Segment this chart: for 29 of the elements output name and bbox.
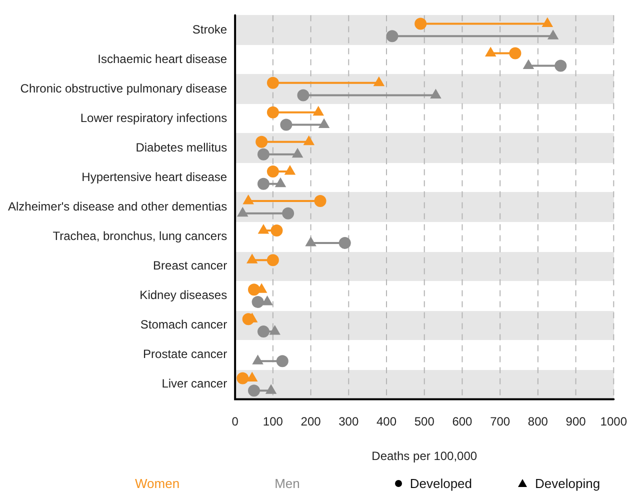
y-tick-label: Lower respiratory infections (80, 110, 228, 125)
x-tick-label: 200 (300, 414, 322, 429)
x-tick-label: 900 (566, 414, 586, 429)
y-tick-label: Chronic obstructive pulmonary disease (20, 81, 228, 96)
y-tick-label: Stomach cancer (140, 318, 228, 332)
y-tick-label: Liver cancer (162, 376, 228, 391)
y-tick-label: Alzheimer's disease and other dementias (8, 200, 228, 214)
y-tick-label: Breast cancer (153, 258, 228, 273)
x-tick-label: 500 (414, 414, 435, 429)
x-tick-label: 700 (490, 414, 510, 429)
x-tick-label: 100 (262, 414, 284, 429)
x-axis-title: Deaths per 100,000 (372, 449, 478, 464)
text: Men (274, 476, 300, 490)
x-tick-label: 300 (338, 414, 359, 429)
text: Developed (410, 476, 472, 490)
x-tick-label: 400 (376, 414, 397, 429)
x-tick-label: 600 (452, 414, 473, 429)
y-tick-label: Hypertensive heart disease (82, 170, 228, 184)
text: Developing (535, 476, 600, 490)
text: Women (135, 476, 180, 490)
y-tick-label: Stroke (192, 22, 228, 36)
y-tick-label: Kidney diseases (140, 288, 228, 302)
y-tick-label: Prostate cancer (143, 347, 228, 362)
x-tick-label: 1000 (600, 414, 628, 429)
x-tick-label: 800 (528, 414, 548, 429)
x-tick-label: 0 (232, 414, 239, 429)
y-tick-label: Ischaemic heart disease (98, 52, 228, 66)
y-tick-label: Diabetes mellitus (136, 140, 228, 154)
y-tick-label: Trachea, bronchus, lung cancers (52, 229, 228, 244)
